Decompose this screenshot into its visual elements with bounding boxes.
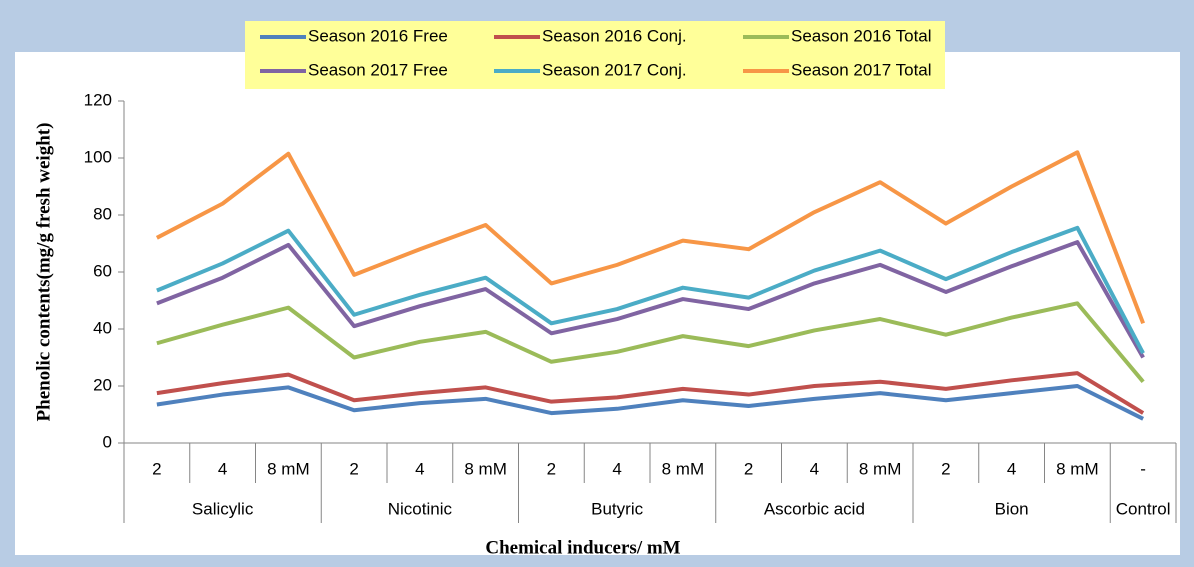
series-line	[156, 301, 1145, 384]
x-tick-label: 2	[349, 459, 358, 478]
x-group-label: Butyric	[591, 499, 643, 518]
x-tick-label: 8 mM	[267, 459, 310, 478]
x-group-label: Control	[1116, 499, 1171, 518]
y-tick-label: 80	[93, 204, 112, 223]
series-line	[156, 384, 1145, 421]
x-tick-label: 2	[744, 459, 753, 478]
x-tick-label: 2	[547, 459, 556, 478]
y-tick-label: 60	[93, 261, 112, 280]
y-tick-label: 40	[93, 318, 112, 337]
legend-label: Season 2016 Total	[791, 26, 932, 45]
x-tick-label: 8 mM	[464, 459, 507, 478]
legend-label: Season 2017 Conj.	[542, 60, 687, 79]
y-tick-label: 0	[103, 432, 112, 451]
x-group-label: Nicotinic	[388, 499, 453, 518]
y-tick-label: 100	[84, 147, 112, 166]
x-tick-label: 4	[218, 459, 227, 478]
x-tick-label: 4	[612, 459, 621, 478]
legend-label: Season 2017 Free	[308, 60, 448, 79]
x-tick-label: 4	[1007, 459, 1016, 478]
x-tick-label: 8 mM	[662, 459, 705, 478]
x-axis-title: Chemical inducers/ mM	[485, 537, 680, 558]
x-tick-label: 4	[415, 459, 424, 478]
series-line	[156, 225, 1145, 355]
y-tick-label: 20	[93, 375, 112, 394]
x-tick-label: 2	[152, 459, 161, 478]
y-tick-label: 120	[84, 90, 112, 109]
series-line	[156, 371, 1145, 415]
x-tick-label: -	[1140, 459, 1146, 478]
x-group-label: Salicylic	[192, 499, 254, 518]
x-tick-label: 4	[810, 459, 819, 478]
series-line	[156, 240, 1145, 359]
legend-label: Season 2017 Total	[791, 60, 932, 79]
x-group-label: Bion	[995, 499, 1029, 518]
x-tick-label: 2	[941, 459, 950, 478]
x-tick-label: 8 mM	[859, 459, 902, 478]
x-tick-label: 8 mM	[1056, 459, 1099, 478]
series-line	[155, 150, 1145, 325]
legend-label: Season 2016 Free	[308, 26, 448, 45]
legend-box	[245, 21, 945, 89]
legend-label: Season 2016 Conj.	[542, 26, 687, 45]
y-axis-title: Phenolic contents(mg/g fresh weight)	[33, 123, 54, 422]
x-group-label: Ascorbic acid	[764, 499, 865, 518]
plot-background	[15, 52, 1180, 555]
